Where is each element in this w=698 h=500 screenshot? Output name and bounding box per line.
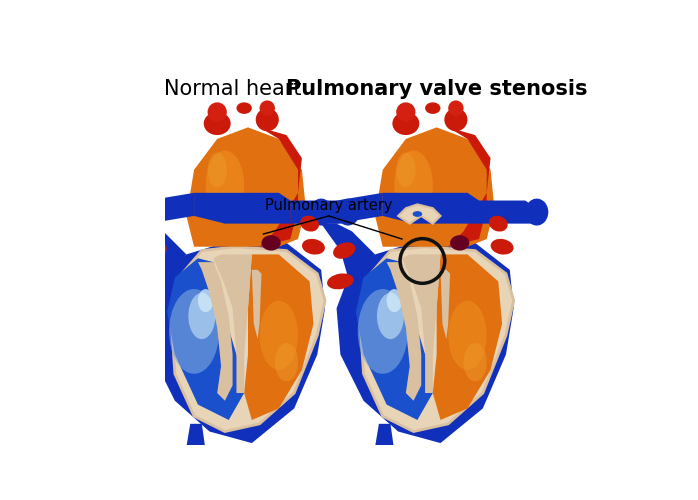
Polygon shape	[321, 193, 383, 224]
Polygon shape	[214, 254, 252, 393]
Polygon shape	[171, 246, 325, 432]
Ellipse shape	[300, 216, 319, 232]
Polygon shape	[383, 193, 479, 224]
Ellipse shape	[121, 198, 144, 226]
Ellipse shape	[396, 152, 415, 187]
Ellipse shape	[413, 211, 422, 217]
Polygon shape	[356, 258, 433, 420]
Polygon shape	[479, 200, 537, 224]
Ellipse shape	[336, 198, 359, 226]
Polygon shape	[171, 246, 325, 432]
Polygon shape	[440, 270, 450, 339]
Polygon shape	[198, 262, 232, 400]
Polygon shape	[375, 424, 394, 454]
Ellipse shape	[358, 289, 408, 374]
Text: Pulmonary valve stenosis: Pulmonary valve stenosis	[286, 79, 588, 99]
Ellipse shape	[207, 102, 227, 122]
Ellipse shape	[144, 242, 167, 259]
Ellipse shape	[255, 108, 279, 131]
Ellipse shape	[491, 239, 514, 254]
Ellipse shape	[275, 343, 298, 382]
Ellipse shape	[394, 150, 433, 220]
Polygon shape	[359, 246, 514, 432]
Ellipse shape	[425, 102, 440, 114]
Ellipse shape	[207, 152, 227, 187]
Ellipse shape	[445, 108, 468, 131]
Polygon shape	[148, 239, 325, 443]
Polygon shape	[186, 128, 306, 246]
Polygon shape	[433, 254, 502, 420]
Ellipse shape	[387, 289, 402, 312]
Polygon shape	[260, 128, 302, 246]
Ellipse shape	[204, 112, 230, 135]
Polygon shape	[448, 128, 491, 246]
Ellipse shape	[262, 235, 281, 250]
Polygon shape	[232, 270, 242, 339]
Polygon shape	[321, 224, 375, 278]
Ellipse shape	[169, 289, 219, 374]
Ellipse shape	[448, 300, 487, 370]
Ellipse shape	[188, 293, 215, 339]
Polygon shape	[290, 200, 348, 224]
Ellipse shape	[396, 102, 415, 122]
Ellipse shape	[310, 198, 333, 226]
Ellipse shape	[450, 235, 469, 250]
Ellipse shape	[489, 216, 507, 232]
Polygon shape	[402, 254, 440, 393]
Ellipse shape	[260, 100, 275, 116]
Polygon shape	[398, 204, 440, 224]
Text: Pulmonary artery: Pulmonary artery	[265, 198, 392, 213]
Polygon shape	[133, 224, 186, 278]
Polygon shape	[186, 424, 206, 454]
Text: Normal heart: Normal heart	[164, 79, 302, 99]
Ellipse shape	[377, 293, 404, 339]
Polygon shape	[422, 270, 431, 339]
Ellipse shape	[260, 300, 298, 370]
Ellipse shape	[302, 239, 325, 254]
Ellipse shape	[237, 102, 252, 114]
Polygon shape	[375, 128, 494, 246]
Ellipse shape	[206, 150, 244, 220]
Polygon shape	[359, 246, 514, 432]
Polygon shape	[133, 193, 194, 224]
Polygon shape	[244, 254, 313, 420]
Ellipse shape	[392, 112, 419, 135]
Polygon shape	[167, 258, 244, 420]
Polygon shape	[252, 270, 262, 339]
Ellipse shape	[327, 274, 354, 289]
Polygon shape	[194, 193, 290, 224]
Ellipse shape	[448, 100, 463, 116]
Ellipse shape	[138, 274, 165, 289]
Ellipse shape	[198, 289, 214, 312]
Ellipse shape	[463, 343, 487, 382]
Polygon shape	[336, 239, 514, 443]
Ellipse shape	[525, 198, 549, 226]
Polygon shape	[387, 262, 422, 400]
Ellipse shape	[333, 242, 355, 259]
